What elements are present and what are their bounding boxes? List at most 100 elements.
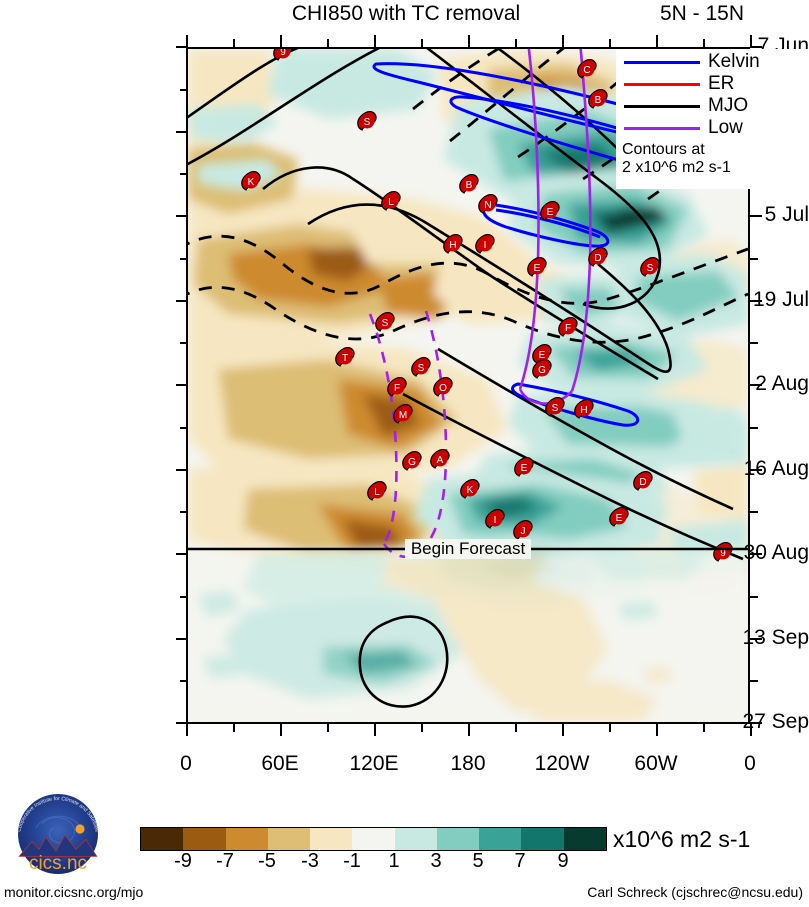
y-tick-minor: [180, 89, 188, 91]
svg-text:K: K: [248, 177, 255, 188]
legend-swatch-mjo: [624, 105, 700, 108]
y-tick-major: [176, 300, 188, 302]
x-tick-label-2: 120E: [349, 752, 399, 775]
svg-text:D: D: [639, 477, 646, 488]
colorbar-tick-5: 1: [388, 850, 400, 872]
svg-text:H: H: [580, 405, 587, 416]
svg-text:B: B: [466, 180, 473, 191]
svg-text:E: E: [616, 513, 623, 524]
y-tick-major: [176, 215, 188, 217]
y-tick-right-minor: [750, 511, 758, 513]
svg-text:I: I: [494, 515, 497, 526]
y-tick-major: [176, 384, 188, 386]
tc-marker-layer: 9 C B S K L B N E H I E D S S F T: [241, 49, 733, 562]
legend-item-mjo: MJO: [616, 95, 808, 117]
x-tick-top-minor: [421, 39, 423, 47]
y-tick-major: [176, 469, 188, 471]
y-tick-minor: [180, 596, 188, 598]
svg-text:9: 9: [280, 49, 286, 58]
svg-text:S: S: [552, 403, 559, 414]
footer-url[interactable]: monitor.cicsnc.org/mjo: [4, 884, 144, 900]
y-tick-major: [176, 131, 188, 133]
latitude-band-label: 5N - 15N: [659, 2, 745, 25]
x-tick-major: [468, 724, 470, 736]
x-tick-top-major: [562, 35, 564, 47]
x-tick-top-major: [656, 35, 658, 47]
x-tick-top-major: [750, 35, 752, 47]
svg-text:S: S: [382, 318, 389, 329]
y-tick-label-2: 5 Jul: [764, 203, 809, 226]
svg-text:E: E: [539, 350, 546, 361]
svg-text:T: T: [342, 353, 348, 364]
colorbar-swatch: [479, 828, 522, 850]
logo-text: cics.nc: [29, 853, 87, 874]
x-tick-minor: [703, 724, 705, 732]
colorbar-swatch: [310, 828, 353, 850]
x-tick-label-0: 0: [180, 752, 192, 775]
colorbar-swatch: [141, 828, 184, 850]
y-tick-major: [176, 553, 188, 555]
colorbar-swatch: [183, 828, 226, 850]
footer-author: Carl Schreck (cjschrec@ncsu.edu): [587, 884, 803, 900]
y-tick-label-4: 2 Aug: [755, 372, 809, 395]
x-tick-label-3: 180: [450, 752, 486, 775]
svg-text:I: I: [484, 240, 487, 251]
y-tick-label-6: 30 Aug: [743, 541, 809, 564]
y-tick-right-minor: [750, 258, 758, 260]
svg-text:L: L: [388, 197, 394, 208]
x-tick-label-1: 60E: [261, 752, 299, 775]
svg-text:J: J: [521, 526, 526, 537]
x-tick-major: [186, 724, 188, 736]
svg-text:E: E: [534, 263, 541, 274]
svg-text:C: C: [583, 65, 590, 76]
y-tick-label-8: 27 Sep: [742, 710, 809, 733]
legend-item-kelvin: Kelvin: [616, 51, 808, 73]
y-tick-right-major: [750, 469, 762, 471]
colorbar-swatch: [563, 828, 606, 850]
y-tick-right-major: [750, 722, 762, 724]
svg-text:G: G: [538, 365, 546, 376]
x-tick-label-6: 0: [744, 752, 756, 775]
y-tick-right-minor: [750, 680, 758, 682]
colorbar-tick-9: 9: [557, 850, 569, 872]
legend-label-kelvin: Kelvin: [708, 51, 760, 72]
x-tick-minor: [233, 724, 235, 732]
legend-item-er: ER: [616, 73, 808, 95]
colorbar-tick-6: 3: [430, 850, 442, 872]
x-tick-minor: [515, 724, 517, 732]
y-tick-label-5: 16 Aug: [743, 457, 809, 480]
y-tick-right-major: [750, 553, 762, 555]
x-tick-major: [562, 724, 564, 736]
y-tick-right-major: [750, 384, 762, 386]
legend-note-line1: Contours at: [622, 141, 705, 158]
svg-text:H: H: [449, 240, 456, 251]
x-tick-major: [280, 724, 282, 736]
y-tick-right-major: [750, 215, 762, 217]
wave-legend: Kelvin ER MJO Low Contours at 2 x10^6 m2…: [616, 49, 808, 189]
colorbar-unit-label: x10^6 m2 s-1: [613, 826, 751, 852]
legend-note-line2: 2 x10^6 m2 s-1: [622, 159, 731, 176]
svg-text:F: F: [394, 383, 400, 394]
x-tick-top-minor: [233, 39, 235, 47]
x-tick-top-major: [280, 35, 282, 47]
x-tick-label-4: 120W: [534, 752, 590, 775]
svg-text:S: S: [647, 263, 654, 274]
svg-text:S: S: [364, 117, 371, 128]
colorbar-tick-0: -9: [174, 850, 192, 872]
x-tick-top-major: [468, 35, 470, 47]
colorbar-swatch: [436, 828, 480, 850]
svg-text:D: D: [594, 253, 601, 264]
colorbar-tick-1: -7: [216, 850, 234, 872]
legend-swatch-er: [624, 83, 700, 86]
legend-swatch-low: [624, 127, 700, 130]
y-tick-major: [176, 46, 188, 48]
svg-text:B: B: [595, 95, 602, 106]
y-tick-major: [176, 638, 188, 640]
colorbar-tick-4: -1: [343, 850, 361, 872]
colorbar-tick-7: 5: [472, 850, 484, 872]
y-tick-right-major: [750, 46, 762, 48]
colorbar-tick-3: -3: [301, 850, 319, 872]
y-tick-minor: [180, 511, 188, 513]
colorbar-swatch: [225, 828, 268, 850]
